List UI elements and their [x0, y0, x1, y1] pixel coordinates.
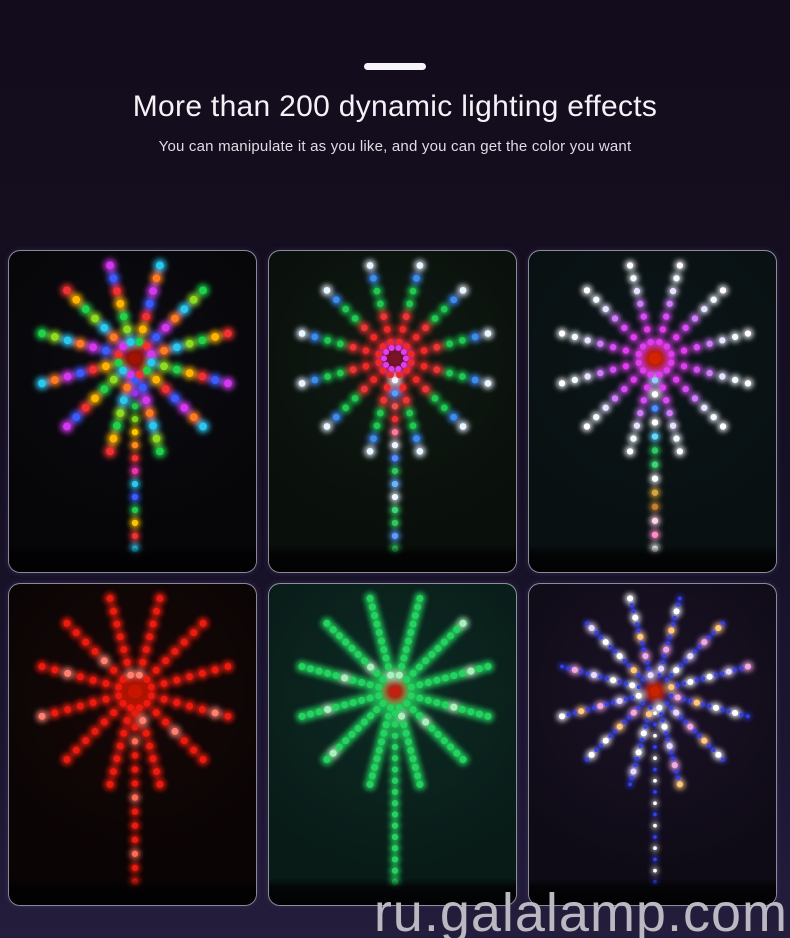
firework-panel-all-red [8, 583, 257, 906]
firework-panel-red-green-blue [268, 250, 517, 573]
table-edge-shadow [9, 878, 256, 905]
divider-pill [364, 63, 426, 70]
table-edge-shadow [529, 545, 776, 572]
table-edge-shadow [529, 878, 776, 905]
firework-photo [35, 258, 235, 555]
page-title: More than 200 dynamic lighting effects [132, 90, 658, 123]
table-edge-shadow [269, 545, 516, 572]
page-subtitle: You can manipulate it as you like, and y… [158, 138, 632, 155]
firework-panel-all-green [268, 583, 517, 906]
firework-panel-purple-to-white [528, 250, 777, 573]
firework-photo [556, 593, 754, 886]
firework-panel-multicolor-rainbow [8, 250, 257, 573]
table-edge-shadow [9, 545, 256, 572]
firework-photo [36, 592, 234, 888]
table-edge-shadow [269, 878, 516, 905]
firework-photo [295, 592, 494, 888]
panels-grid [8, 250, 777, 906]
watermark-text: ru.galalamp.com [373, 883, 788, 938]
firework-photo [296, 259, 494, 555]
firework-panel-blue-with-white [528, 583, 777, 906]
firework-photo [556, 260, 754, 555]
